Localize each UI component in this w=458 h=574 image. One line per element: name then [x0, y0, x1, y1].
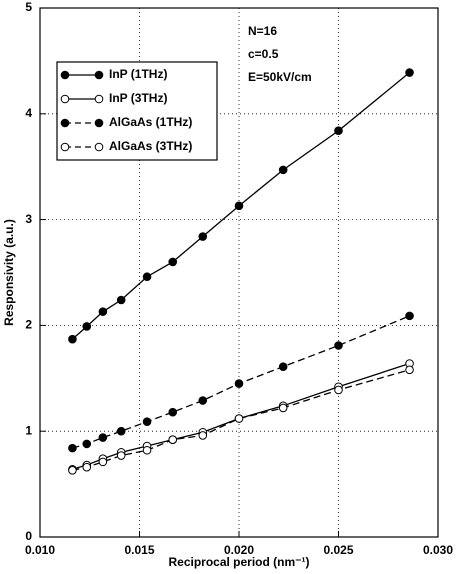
- data-point: [68, 443, 77, 453]
- x-tick-label: 0.020: [224, 543, 254, 557]
- legend-label: AlGaAs (3THz): [109, 139, 192, 153]
- data-point: [168, 257, 178, 267]
- data-point: [142, 445, 152, 455]
- data-point: [98, 433, 108, 442]
- data-point: [405, 68, 414, 77]
- data-point: [82, 322, 92, 331]
- data-point: [142, 272, 152, 282]
- legend-marker: [94, 94, 104, 104]
- data-point: [278, 403, 288, 413]
- x-axis-label: Reciprocal period (nm⁻¹): [168, 555, 309, 569]
- data-point: [334, 126, 343, 136]
- legend-marker: [60, 94, 70, 104]
- data-point: [168, 435, 178, 444]
- data-point: [278, 362, 288, 371]
- legend-marker: [60, 70, 70, 80]
- legend-label: InP (3THz): [109, 91, 167, 105]
- data-point: [98, 457, 108, 467]
- y-tick-label: 2: [25, 318, 32, 332]
- legend-marker: [60, 118, 70, 128]
- y-tick-label: 4: [25, 106, 32, 120]
- data-point: [82, 462, 92, 472]
- legend-marker: [94, 118, 104, 128]
- x-tick-label: 0.015: [124, 543, 154, 557]
- data-point: [405, 365, 414, 375]
- data-point: [142, 417, 152, 426]
- legend-label: AlGaAs (1THz): [109, 115, 192, 129]
- data-point: [198, 431, 208, 440]
- y-axis-label: Responsivity (a.u.): [2, 219, 16, 326]
- data-point: [68, 334, 77, 344]
- legend-marker: [94, 70, 104, 80]
- series-line: [72, 315, 410, 449]
- x-tick-label: 0.030: [423, 543, 453, 557]
- annotation: c=0.5: [248, 47, 279, 61]
- legend-marker: [94, 142, 104, 152]
- data-point: [334, 385, 343, 395]
- data-point: [168, 407, 178, 417]
- x-tick-label: 0.025: [323, 543, 353, 557]
- data-point: [82, 439, 92, 449]
- data-point: [98, 307, 108, 316]
- data-point: [405, 311, 414, 321]
- data-point: [198, 232, 208, 241]
- y-tick-label: 3: [25, 212, 32, 226]
- data-point: [198, 396, 208, 405]
- data-point: [334, 341, 343, 350]
- data-point: [116, 451, 126, 460]
- legend-label: InP (1THz): [109, 67, 167, 81]
- y-tick-label: 5: [25, 0, 32, 14]
- plot-frame: [39, 7, 439, 538]
- data-point: [234, 414, 244, 423]
- data-point: [234, 379, 244, 388]
- annotation: N=16: [248, 24, 277, 38]
- x-tick-label: 0.010: [25, 543, 55, 557]
- y-tick-label: 1: [25, 423, 32, 437]
- data-point: [234, 201, 244, 211]
- data-point: [116, 295, 126, 305]
- data-point: [116, 426, 126, 436]
- legend-marker: [60, 142, 70, 152]
- y-tick-label: 0: [25, 529, 32, 543]
- data-point: [278, 165, 288, 175]
- data-point: [68, 466, 77, 475]
- annotation: E=50kV/cm: [248, 70, 312, 84]
- legend-box: [56, 61, 218, 161]
